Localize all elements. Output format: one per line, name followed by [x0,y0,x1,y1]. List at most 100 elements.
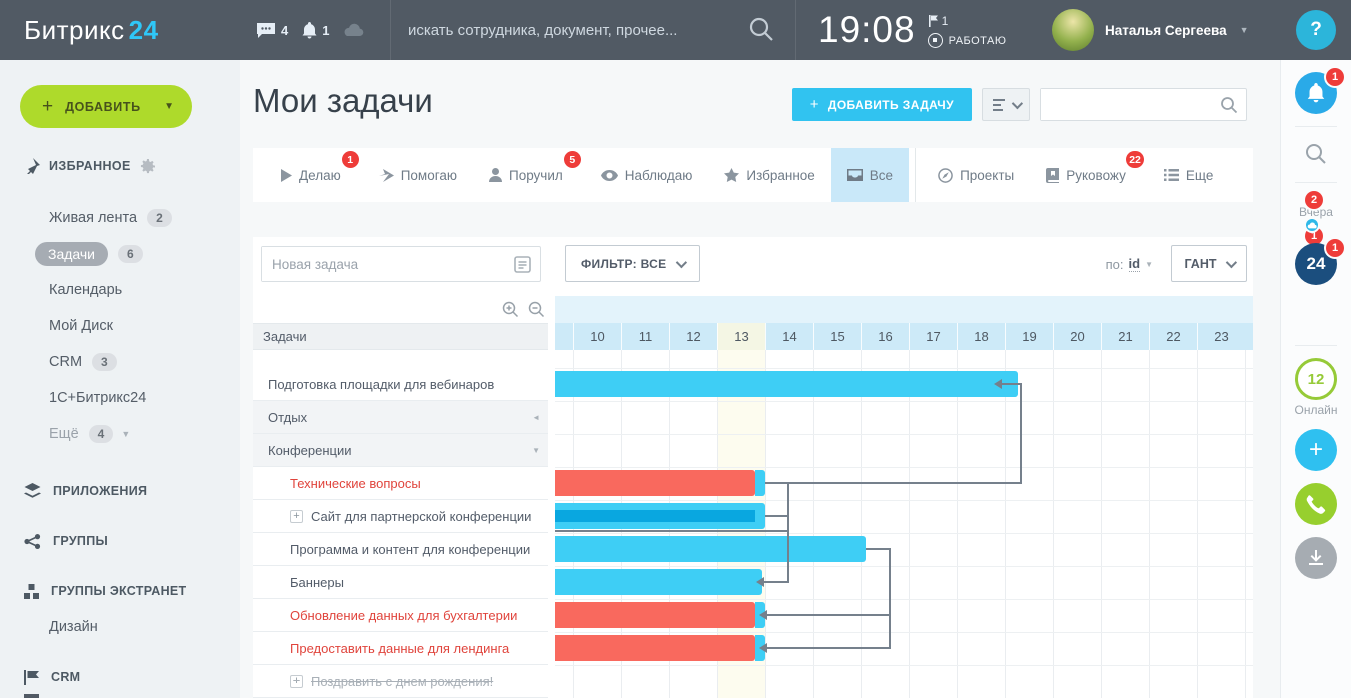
search-icon[interactable] [1220,96,1238,119]
chevron-down-icon: ▼ [121,429,131,439]
task-name: Технические вопросы [290,475,421,491]
tab-еще[interactable]: Еще [1148,148,1229,202]
bell-icon[interactable]: 1 [302,21,329,39]
sort-by-control[interactable]: по: id ▼ [1106,256,1153,272]
unread-badge: 1 [1326,68,1344,86]
bitrix24-logo[interactable]: Битрикс 24 [24,0,159,60]
gantt-day-21: 21 [1101,323,1149,350]
tab-делаю[interactable]: Делаю 1 [265,148,363,202]
gantt-task-row[interactable]: + Сайт для партнерской конференции [253,500,548,533]
expand-plus-icon[interactable]: + [290,674,303,688]
gantt-grid-hline [555,566,1253,567]
gantt-task-row[interactable]: Подготовка площадки для вебинаров [253,368,548,401]
sidebar-section-группы-экстранет[interactable]: ГРУППЫ ЭКСТРАНЕТ [0,576,240,606]
call-button[interactable] [1295,483,1337,525]
gantt-group-row[interactable]: Отдых ◄ [253,401,548,434]
gantt-day-23: 23 [1197,323,1245,350]
sidebar-item-6[interactable]: Ещё 4 ▼ [0,416,240,452]
gantt-view-button[interactable]: ГАНТ [1171,245,1247,282]
sidebar-item-3[interactable]: Мой Диск [0,308,240,344]
sort-lines-icon [992,98,1005,111]
gantt-bar-active[interactable] [555,371,1018,397]
filter-button[interactable]: ФИЛЬТР: ВСЕ [565,245,701,282]
gantt-task-row[interactable]: + Поздравить с днем рождения! [253,665,548,698]
gantt-task-row[interactable]: Обновление данных для бухгалтерии [253,599,548,632]
gantt-bar-active[interactable] [555,503,765,529]
rail-search-button[interactable] [1305,143,1327,170]
gantt-bar-active[interactable] [555,536,866,562]
sidebar-item-5[interactable]: 1С+Битрикс24 [0,380,240,416]
sidebar-section-label: ГРУППЫ ЭКСТРАНЕТ [51,584,187,598]
gantt-bar-active[interactable] [555,569,763,595]
tab-наблюдаю[interactable]: Наблюдаю [585,148,709,202]
expand-toggle-icon[interactable]: ▼ [532,445,540,455]
gear-icon[interactable] [140,158,155,174]
notifications-button[interactable]: 1 [1295,68,1344,114]
cloud-sub-icon [1304,217,1320,233]
expand-plus-icon[interactable]: + [290,509,303,523]
gantt-task-row[interactable]: Предоставить данные для лендинга [253,632,548,665]
user-menu[interactable]: Наталья Сергеева ▼ [1052,0,1249,60]
tab-проекты[interactable]: Проекты [922,148,1030,202]
add-button[interactable]: + ДОБАВИТЬ ▼ [20,85,192,128]
gantt-zoom-controls [502,301,545,318]
gantt-task-row[interactable]: Технические вопросы [253,467,548,500]
gantt-bar-overdue[interactable] [555,470,765,496]
sidebar-section-crm[interactable]: CRM [0,662,240,692]
view-label: ГАНТ [1184,256,1217,271]
tab-избранное[interactable]: Избранное [708,148,830,202]
sidebar-item-0[interactable]: Живая лента 2 [0,200,240,236]
sidebar-item-2[interactable]: Календарь [0,272,240,308]
zoom-in-icon[interactable] [502,301,519,318]
gantt-group-row[interactable]: Конференции ▼ [253,434,548,467]
gantt-task-row[interactable]: Программа и контент для конференции [253,533,548,566]
gantt-grid-vline [1101,350,1102,698]
search-icon[interactable] [748,16,774,47]
gantt-task-row[interactable]: Баннеры [253,566,548,599]
clock-time[interactable]: 19:08 [818,9,916,50]
sidebar-section-группы[interactable]: ГРУППЫ [0,526,240,556]
favorites-header-label: ИЗБРАННОЕ [49,159,131,173]
tab-помогаю[interactable]: Помогаю [363,148,473,202]
task-name: Баннеры [290,574,344,590]
help-button[interactable]: ? [1296,10,1336,50]
gantt-bar-remaining-tip [754,470,765,496]
flag-counter[interactable]: 1 [928,14,1007,28]
zoom-out-icon[interactable] [528,301,545,318]
unread-badge: 2 [1305,191,1323,209]
task-form-icon[interactable] [514,256,531,278]
download-app-button[interactable] [1295,537,1337,579]
cloud-icon[interactable] [343,23,364,37]
online-count: 12 [1295,358,1337,400]
sidebar-section-приложения[interactable]: ПРИЛОЖЕНИЯ [0,476,240,506]
task-name: Конференции [268,442,352,458]
sidebar-item-selected-tasks[interactable]: Задачи 6 [0,236,240,272]
sidebar-item-4[interactable]: CRM 3 [0,344,240,380]
sort-by-value[interactable]: id [1128,256,1141,272]
add-task-button[interactable]: + ДОБАВИТЬ ЗАДАЧУ [791,88,972,121]
gantt-day-18: 18 [957,323,1005,350]
sidebar-item-label: Календарь [49,282,123,298]
search-icon [1305,144,1327,169]
collapse-toggle-icon[interactable]: ◄ [532,412,540,422]
chat-icon[interactable]: 4 [256,22,288,39]
main-area: Мои задачи + ДОБАВИТЬ ЗАДАЧУ Делаю 1 Помог… [240,60,1280,698]
view-options-button[interactable] [982,88,1030,121]
sidebar-subitem[interactable]: Дизайн [49,619,98,635]
tab-все[interactable]: Все [830,148,910,202]
global-search-input[interactable] [408,21,738,39]
gantt-grid-vline [957,350,958,698]
bitrix24-chat-button[interactable]: 24 1 [1295,239,1344,285]
online-counter[interactable]: 12 [1295,358,1337,400]
gantt-bar-overdue[interactable] [555,635,765,661]
tab-поручил[interactable]: Поручил 5 [473,148,585,202]
new-task-input[interactable] [262,247,502,281]
gantt-bar-overdue[interactable] [555,602,765,628]
add-chat-button[interactable]: + [1295,429,1337,471]
work-status-toggle[interactable]: РАБОТАЮ [927,33,1007,48]
task-search-input[interactable] [1041,89,1216,120]
tab-label: Проекты [960,167,1015,183]
tab-руковожу[interactable]: Руковожу 22 [1030,148,1148,202]
logo-text: Битрикс [24,15,125,45]
